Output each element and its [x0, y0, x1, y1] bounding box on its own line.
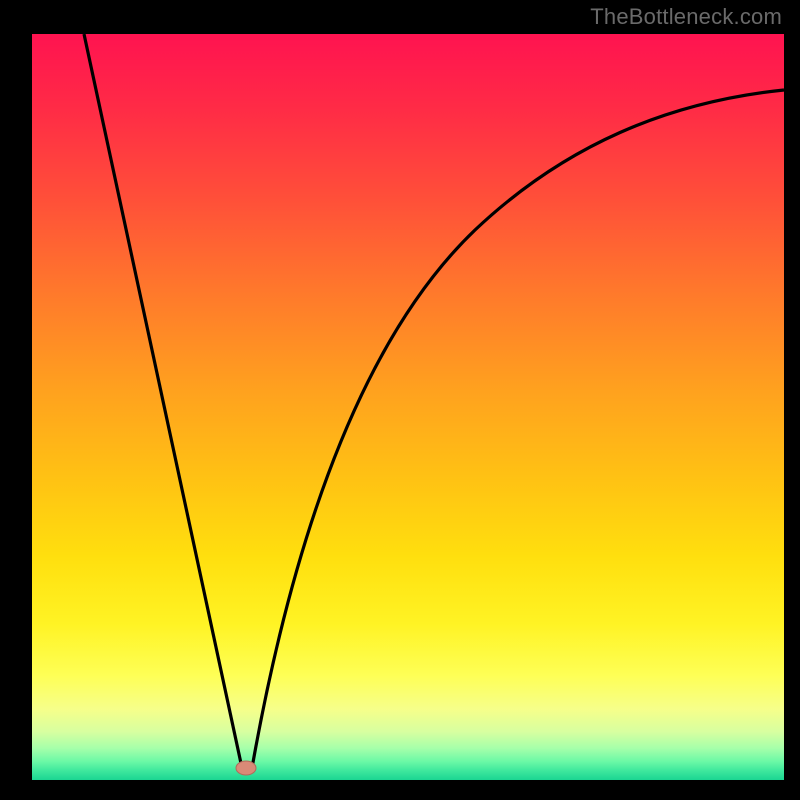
minimum-marker — [236, 761, 256, 775]
gradient-plot-area — [32, 34, 784, 780]
attribution-text: TheBottleneck.com — [590, 4, 782, 30]
bottleneck-chart: TheBottleneck.com — [0, 0, 800, 800]
chart-svg — [0, 0, 800, 800]
